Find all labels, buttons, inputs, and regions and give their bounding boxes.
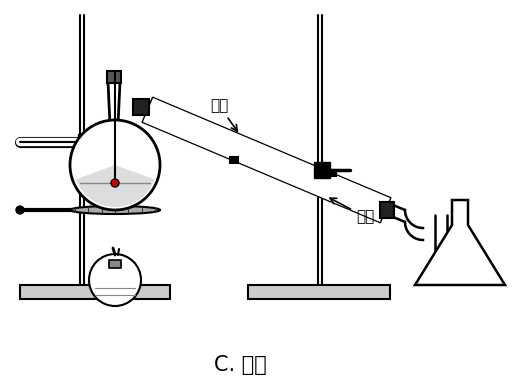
Text: C. 蒸馏: C. 蒸馏 (214, 355, 266, 375)
Polygon shape (415, 200, 505, 285)
Bar (328, 170, 336, 176)
Text: 进水: 进水 (210, 98, 237, 131)
Text: 出水: 出水 (330, 198, 374, 224)
Bar (380, 202, 394, 218)
Bar (133, 99, 149, 115)
Circle shape (111, 179, 119, 187)
Bar (107, 71, 121, 83)
Bar (248, 285, 390, 299)
Ellipse shape (70, 206, 160, 214)
Circle shape (16, 206, 24, 214)
Bar (78, 134, 90, 150)
Wedge shape (76, 165, 155, 207)
Bar (314, 162, 330, 178)
Circle shape (70, 120, 160, 210)
Polygon shape (143, 98, 390, 222)
Circle shape (89, 254, 141, 306)
Bar (20, 285, 170, 299)
Bar (230, 157, 238, 163)
Bar (109, 260, 121, 268)
